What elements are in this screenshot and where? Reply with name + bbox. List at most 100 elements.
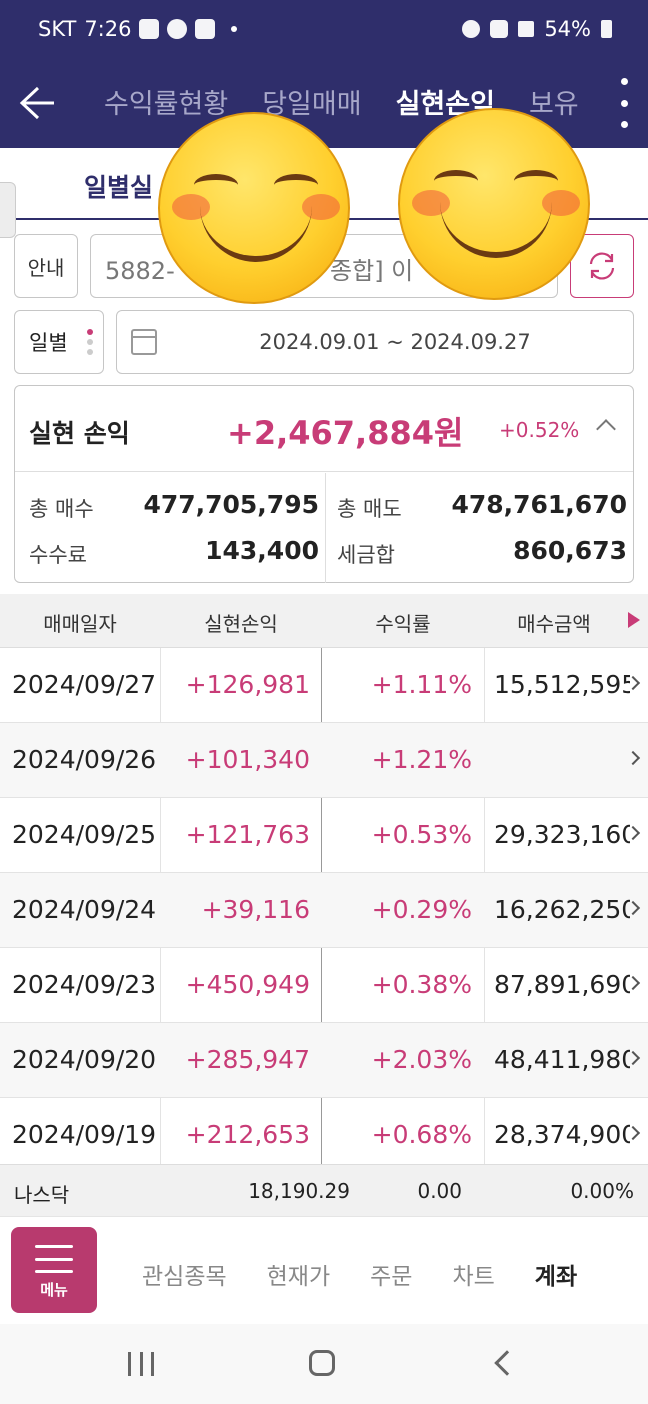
table-row[interactable]: 2024/09/27 +126,981 +1.11% 15,512,595 bbox=[0, 648, 648, 723]
row-rate: +0.38% bbox=[371, 970, 472, 999]
summary-details: 총 매수 477,705,795 총 매도 478,761,670 수수료 14… bbox=[15, 473, 633, 583]
date-range-picker[interactable]: 2024.09.01 ~ 2024.09.27 bbox=[116, 310, 634, 374]
total-buy-value: 477,705,795 bbox=[143, 490, 319, 519]
total-sell-value: 478,761,670 bbox=[451, 490, 627, 519]
period-select[interactable]: 일별 bbox=[14, 310, 104, 374]
account-number: 5882- bbox=[105, 257, 175, 285]
row-pl: +126,981 bbox=[185, 670, 310, 699]
system-nav-bar bbox=[0, 1324, 648, 1404]
fee-label: 수수료 bbox=[29, 543, 87, 567]
recent-apps-icon[interactable] bbox=[128, 1352, 154, 1376]
clock: 7:26 bbox=[84, 17, 132, 41]
row-rate: +0.53% bbox=[371, 820, 472, 849]
ticker-change: 0.00 bbox=[417, 1179, 462, 1203]
pl-table: 2024/09/27 +126,981 +1.11% 15,512,595 20… bbox=[0, 648, 648, 1164]
period-toggle-icon bbox=[87, 329, 93, 355]
row-date: 2024/09/23 bbox=[12, 970, 157, 999]
nav-chart[interactable]: 차트 bbox=[452, 1264, 495, 1290]
calendar-icon bbox=[131, 329, 157, 355]
period-label: 일별 bbox=[29, 331, 68, 355]
chevron-right-icon bbox=[625, 750, 641, 766]
row-pl: +212,653 bbox=[185, 1120, 310, 1149]
row-date: 2024/09/27 bbox=[12, 670, 157, 699]
col-realized-pl[interactable]: 실현손익 bbox=[204, 612, 278, 636]
row-date: 2024/09/25 bbox=[12, 820, 157, 849]
col-trade-date[interactable]: 매매일자 bbox=[43, 612, 117, 636]
account-name: 종합] 이 bbox=[330, 257, 414, 285]
row-pl: +39,116 bbox=[201, 895, 310, 924]
chat-icon bbox=[167, 19, 188, 39]
notification-icon bbox=[195, 19, 216, 39]
tax-label: 세금합 bbox=[337, 543, 395, 567]
row-rate: +0.29% bbox=[371, 895, 472, 924]
more-vertical-icon[interactable] bbox=[618, 78, 630, 128]
back-icon[interactable] bbox=[494, 1350, 520, 1376]
menu-button[interactable]: 메뉴 bbox=[11, 1227, 97, 1313]
bottom-nav-items: 관심종목 현재가 주문 차트 계좌 bbox=[142, 1257, 617, 1291]
menu-label: 메뉴 bbox=[40, 1281, 68, 1299]
table-row[interactable]: 2024/09/26 +101,340 +1.21% bbox=[0, 723, 648, 798]
subtab-daily[interactable]: 일별실 bbox=[84, 173, 154, 202]
row-buy-amount: 29,323,160 bbox=[494, 820, 630, 849]
table-row[interactable]: 2024/09/19 +212,653 +0.68% 28,374,900 bbox=[0, 1098, 648, 1164]
row-buy-amount: 15,512,595 bbox=[494, 670, 630, 699]
index-ticker[interactable]: 나스닥 18,190.29 0.00 0.00% bbox=[0, 1164, 648, 1216]
summary-divider bbox=[325, 473, 326, 583]
summary-label: 실현 손익 bbox=[29, 419, 130, 448]
battery-icon bbox=[601, 20, 612, 38]
total-buy-label: 총 매수 bbox=[29, 497, 94, 521]
ticker-name: 나스닥 bbox=[14, 1183, 70, 1207]
more-notifications-icon bbox=[231, 26, 238, 32]
realized-pl-rate: +0.52% bbox=[499, 418, 580, 442]
realized-pl-summary: 실현 손익 +2,467,884원 +0.52% 총 매수 477,705,79… bbox=[14, 385, 634, 583]
row-rate: +2.03% bbox=[371, 1045, 472, 1074]
side-drawer-handle[interactable] bbox=[0, 182, 16, 238]
scroll-right-icon[interactable] bbox=[628, 612, 640, 628]
tab-holdings[interactable]: 보유 bbox=[528, 89, 579, 120]
network-5g-icon bbox=[490, 20, 509, 38]
hamburger-icon bbox=[35, 1245, 73, 1273]
back-arrow-icon[interactable] bbox=[16, 82, 58, 124]
table-row[interactable]: 2024/09/20 +285,947 +2.03% 48,411,980 bbox=[0, 1023, 648, 1098]
row-pl: +450,949 bbox=[185, 970, 310, 999]
table-row[interactable]: 2024/09/25 +121,763 +0.53% 29,323,160 bbox=[0, 798, 648, 873]
chevron-up-icon[interactable] bbox=[596, 419, 616, 439]
smiling-face-emoji-icon bbox=[158, 112, 350, 304]
table-row[interactable]: 2024/09/23 +450,949 +0.38% 87,891,690 bbox=[0, 948, 648, 1023]
row-date: 2024/09/26 bbox=[12, 745, 157, 774]
shopping-bag-icon bbox=[139, 19, 160, 39]
carrier-label: SKT bbox=[38, 17, 77, 41]
date-range-text: 2024.09.01 ~ 2024.09.27 bbox=[259, 330, 531, 354]
row-date: 2024/09/19 bbox=[12, 1120, 157, 1149]
tab-return-status[interactable]: 수익률현황 bbox=[104, 89, 229, 120]
table-row[interactable]: 2024/09/24 +39,116 +0.29% 16,262,250 bbox=[0, 873, 648, 948]
table-header: 매매일자 실현손익 수익률 매수금액 bbox=[0, 594, 648, 648]
nav-order[interactable]: 주문 bbox=[370, 1264, 413, 1290]
row-rate: +0.68% bbox=[371, 1120, 472, 1149]
nav-current-price[interactable]: 현재가 bbox=[266, 1264, 331, 1290]
ticker-change-rate: 0.00% bbox=[570, 1179, 634, 1203]
nav-watchlist[interactable]: 관심종목 bbox=[142, 1264, 227, 1290]
row-pl: +121,763 bbox=[185, 820, 310, 849]
row-pl: +101,340 bbox=[185, 745, 310, 774]
nav-account[interactable]: 계좌 bbox=[534, 1264, 578, 1290]
guide-button[interactable]: 안내 bbox=[14, 234, 78, 298]
row-date: 2024/09/24 bbox=[12, 895, 157, 924]
row-buy-amount: 48,411,980 bbox=[494, 1045, 630, 1074]
smiling-face-emoji-icon bbox=[398, 108, 590, 300]
home-icon[interactable] bbox=[309, 1350, 335, 1376]
summary-header[interactable]: 실현 손익 +2,467,884원 +0.52% bbox=[15, 386, 633, 472]
refresh-icon bbox=[589, 252, 615, 280]
ticker-price: 18,190.29 bbox=[248, 1179, 350, 1203]
col-return-rate[interactable]: 수익률 bbox=[375, 612, 431, 636]
realized-pl-amount: +2,467,884원 bbox=[227, 414, 464, 452]
row-rate: +1.21% bbox=[371, 745, 472, 774]
col-buy-amount[interactable]: 매수금액 bbox=[517, 612, 591, 636]
bottom-nav: 메뉴 관심종목 현재가 주문 차트 계좌 bbox=[0, 1216, 648, 1324]
row-buy-amount: 28,374,900 bbox=[494, 1120, 630, 1149]
row-buy-amount: 87,891,690 bbox=[494, 970, 630, 999]
status-bar: SKT 7:26 54% bbox=[0, 0, 648, 62]
total-sell-label: 총 매도 bbox=[337, 497, 402, 521]
tax-value: 860,673 bbox=[513, 536, 627, 565]
fee-value: 143,400 bbox=[205, 536, 319, 565]
